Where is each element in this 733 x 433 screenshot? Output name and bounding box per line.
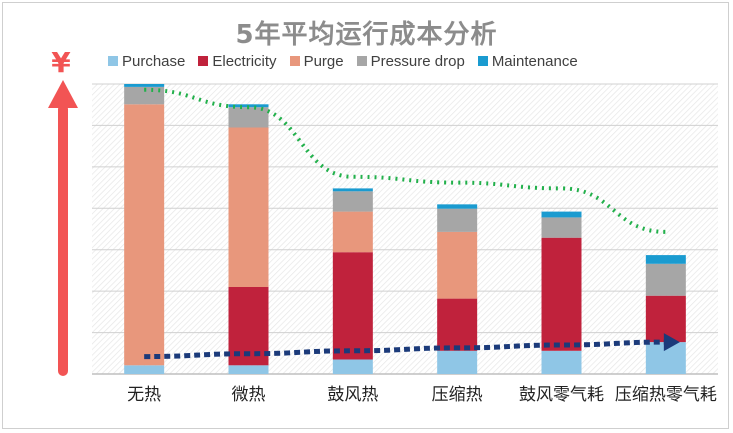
bar-segment-electricity xyxy=(332,252,373,360)
legend-swatch xyxy=(477,56,488,66)
bar-segment-maintenance xyxy=(124,84,165,87)
bar-segment-purchase xyxy=(437,350,478,374)
trend-line-purchase xyxy=(144,339,666,360)
bar-segment-maintenance xyxy=(437,204,478,209)
legend-label: Purchase xyxy=(122,52,186,70)
bar-segment-maintenance xyxy=(541,211,582,218)
bar-segment-electricity xyxy=(437,298,478,351)
legend-label: Electricity xyxy=(212,52,277,70)
legend-label: Pressure drop xyxy=(370,52,465,70)
legend-swatch xyxy=(198,56,209,66)
bar-segment-pressure-drop xyxy=(332,191,373,212)
chart-title: 5年平均运行成本分析 xyxy=(235,20,498,50)
x-tick-label: 压缩热 xyxy=(431,385,483,405)
bar-segment-pressure-drop xyxy=(645,263,686,296)
legend-label: Purge xyxy=(303,52,344,70)
x-tick-label: 压缩热零气耗 xyxy=(614,385,717,405)
bar-segment-purchase xyxy=(124,365,165,374)
plot-area xyxy=(92,84,718,374)
bar-segment-purge xyxy=(124,104,165,366)
bar-segment-purchase xyxy=(541,350,582,374)
bar-segment-purchase xyxy=(332,359,373,374)
legend-item: Purge xyxy=(289,52,344,70)
yen-symbol: ¥ xyxy=(51,46,71,79)
legend-swatch xyxy=(356,56,367,66)
trend-arrow-head xyxy=(663,333,680,352)
legend-item: Purchase xyxy=(108,53,185,70)
legend-swatch xyxy=(108,56,118,66)
x-tick-label: 鼓风热 xyxy=(327,385,379,405)
legend-swatch xyxy=(289,56,300,66)
x-tick-label: 鼓风零气耗 xyxy=(519,385,604,405)
x-tick-label: 微热 xyxy=(231,385,266,405)
bar-segment-pressure-drop xyxy=(437,208,478,232)
legend-item: Maintenance xyxy=(477,52,578,70)
bar-segment-purchase xyxy=(228,365,269,374)
bar-segment-maintenance xyxy=(645,255,686,264)
bar-segment-pressure-drop xyxy=(541,217,582,238)
bar-segment-purge xyxy=(437,231,478,299)
bar-segment-purge xyxy=(228,127,269,287)
legend-label: Maintenance xyxy=(491,52,578,70)
bar-segment-electricity xyxy=(541,237,582,351)
bar-segment-maintenance xyxy=(332,188,373,192)
legend: Purchase Electricity Purge Pressure drop Mai… xyxy=(108,52,591,70)
bar-segment-purge xyxy=(332,211,373,253)
red-arrow-shaft xyxy=(58,104,68,376)
legend-item: Pressure drop xyxy=(356,52,465,70)
legend-item: Electricity xyxy=(198,52,277,70)
bar-segment-pressure-drop xyxy=(228,107,269,128)
red-arrow-head xyxy=(48,80,78,108)
bar-segment-pressure-drop xyxy=(124,86,165,105)
x-tick-label: 无热 xyxy=(127,385,162,405)
trend-line-total xyxy=(144,87,666,234)
